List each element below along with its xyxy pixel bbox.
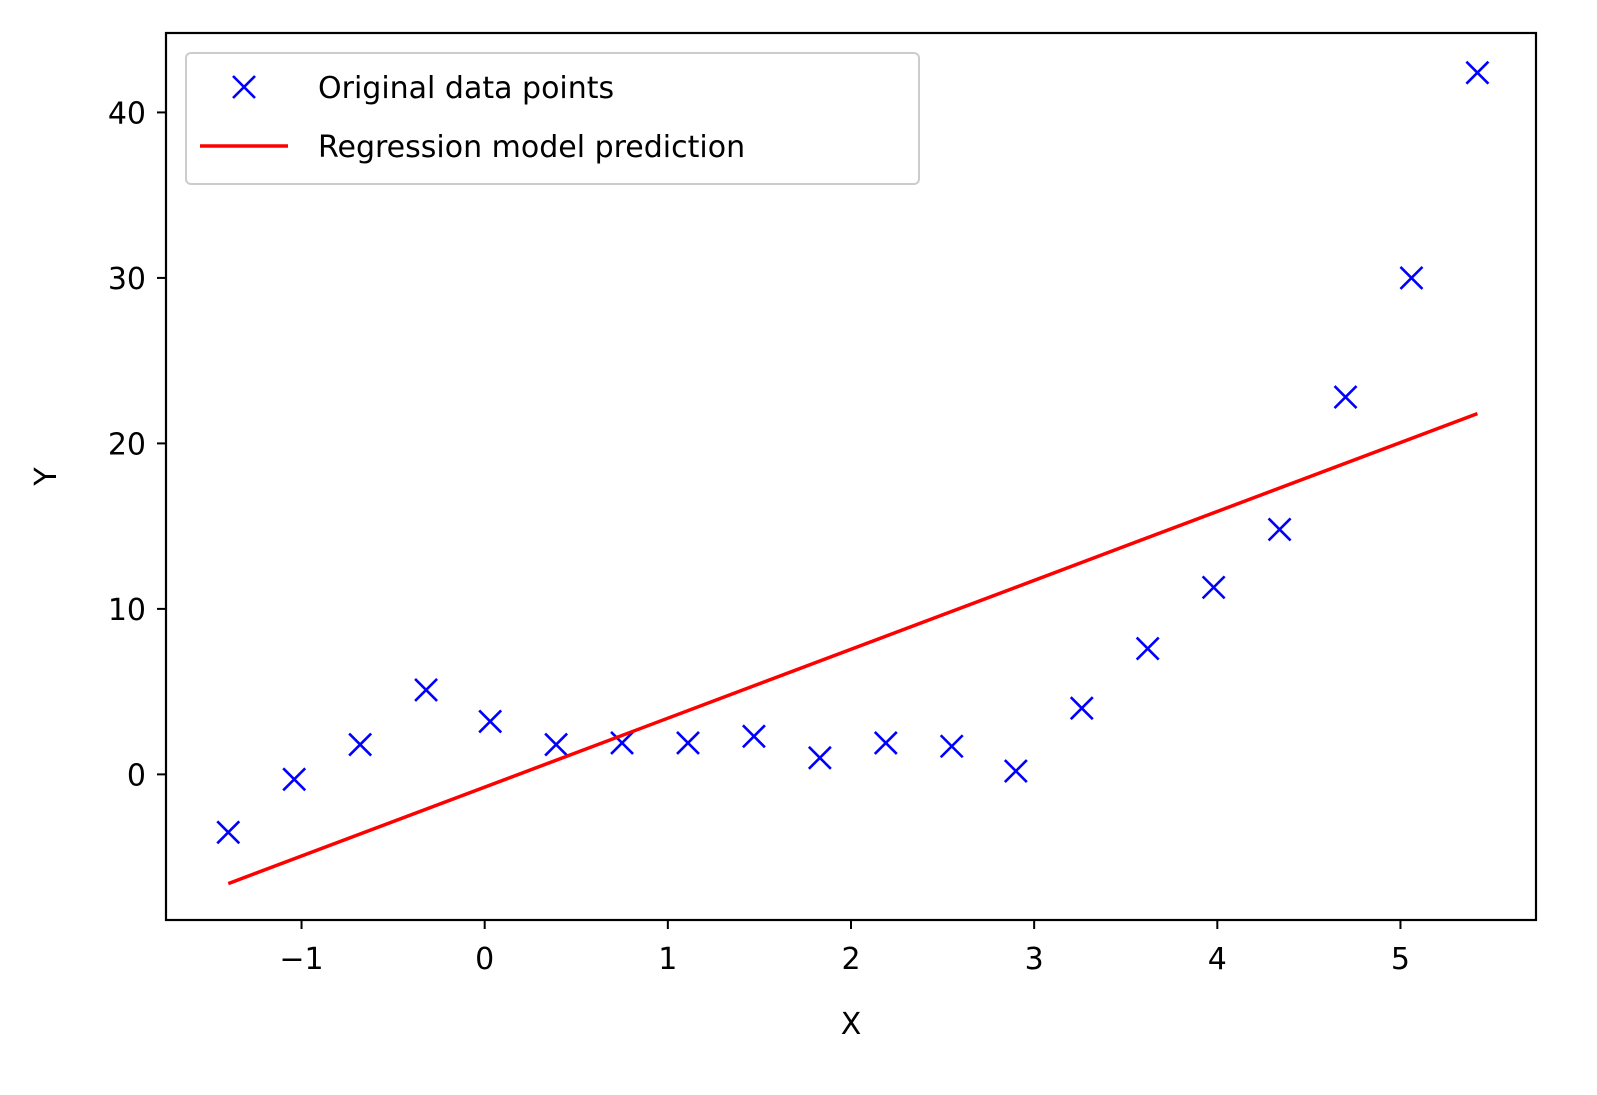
data-point-marker	[742, 724, 766, 749]
y-tick-label: 20	[108, 427, 146, 462]
y-tick-label: 30	[108, 262, 146, 297]
legend-label-original-data-points: Original data points	[318, 71, 614, 106]
y-tick-label: 10	[108, 593, 146, 628]
data-point-marker	[216, 820, 241, 845]
axis-ticks: −1 0 1 2 3 4 5 0 10 20 30 40	[108, 96, 1410, 977]
legend: Original data points Regression model pr…	[185, 52, 920, 185]
x-tick-label: 0	[475, 942, 494, 977]
data-point-marker	[1333, 385, 1358, 409]
data-point-marker	[544, 732, 569, 757]
y-axis-label: Y	[29, 467, 64, 487]
x-axis-label: X	[841, 1007, 862, 1042]
data-point-marker	[282, 767, 307, 792]
data-point-marker	[1135, 636, 1160, 661]
data-point-marker	[610, 731, 634, 755]
x-tick-label: 3	[1025, 942, 1044, 977]
data-point-marker	[1267, 517, 1292, 542]
x-tick-label: 1	[658, 942, 677, 977]
data-point-marker	[676, 731, 700, 755]
data-point-marker	[807, 745, 832, 770]
data-point-marker	[348, 732, 373, 757]
y-tick-label: 0	[127, 758, 146, 793]
x-tick-label: 4	[1208, 942, 1227, 977]
data-point-marker	[873, 731, 898, 755]
x-tick-label: −1	[279, 942, 323, 977]
data-point-marker	[414, 678, 438, 702]
regression-line	[227, 411, 1479, 886]
legend-box	[185, 52, 920, 185]
data-point-marker	[478, 709, 503, 734]
data-point-marker	[1003, 759, 1028, 783]
y-tick-label: 40	[108, 96, 146, 131]
data-point-marker	[1201, 575, 1226, 600]
data-point-marker	[1399, 265, 1424, 290]
data-point-marker	[939, 734, 964, 759]
x-tick-label: 2	[841, 942, 860, 977]
legend-label-regression-model-prediction: Regression model prediction	[318, 130, 745, 165]
plot-area	[216, 60, 1490, 886]
legend-marker-x-icon	[232, 75, 256, 99]
data-point-marker	[1069, 696, 1094, 721]
x-tick-label: 5	[1391, 942, 1410, 977]
data-point-marker	[1465, 60, 1490, 85]
